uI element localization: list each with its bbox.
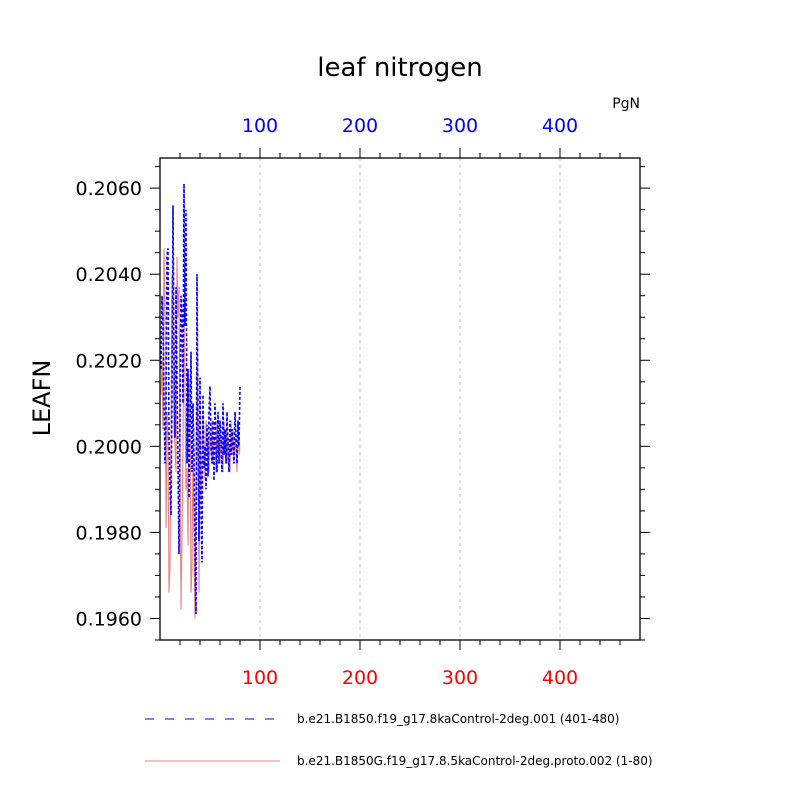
series-line-blue <box>160 183 241 615</box>
x-tick-label-top: 200 <box>342 115 378 137</box>
series-layer <box>160 183 241 619</box>
y-tick-label: 0.2020 <box>76 350 142 372</box>
x-tick-label-bottom: 100 <box>242 667 278 689</box>
y-tick-label: 0.2040 <box>76 264 142 286</box>
y-tick-label: 0.1960 <box>76 608 142 630</box>
x-tick-label-top: 300 <box>442 115 478 137</box>
series-line-red <box>160 248 241 619</box>
y-tick-label: 0.2060 <box>76 178 142 200</box>
x-tick-label-bottom: 300 <box>442 667 478 689</box>
legend-label-1: b.e21.B1850.f19_g17.8kaControl-2deg.001 … <box>297 712 619 726</box>
x-tick-label-bottom: 200 <box>342 667 378 689</box>
x-tick-label-top: 100 <box>242 115 278 137</box>
y-tick-label: 0.2000 <box>76 436 142 458</box>
x-tick-label-bottom: 400 <box>542 667 578 689</box>
chart-title: leaf nitrogen <box>317 53 482 83</box>
legend-label-2: b.e21.B1850G.f19_g17.8.5kaControl-2deg.p… <box>297 754 653 768</box>
grid-lines <box>259 158 561 640</box>
y-axis-label: LEAFN <box>28 360 56 437</box>
legend: b.e21.B1850.f19_g17.8kaControl-2deg.001 … <box>145 712 653 768</box>
x-tick-label-top: 400 <box>542 115 578 137</box>
units-label: PgN <box>612 96 640 112</box>
y-tick-label: 0.1980 <box>76 522 142 544</box>
axes: 100 100 200 200 300 300 400 400 0.1960 0.1980 0.20… <box>76 115 650 689</box>
